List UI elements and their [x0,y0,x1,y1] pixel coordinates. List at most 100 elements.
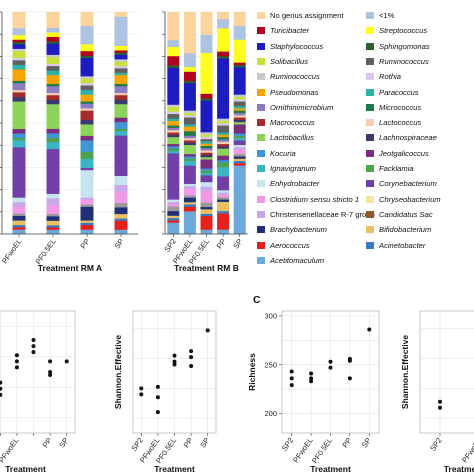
data-point [289,369,294,374]
data-point [139,392,144,397]
bar-segment [12,213,26,216]
bar-segment [80,204,94,207]
bar-segment [200,98,213,101]
bar-segment [114,207,128,215]
bar-segment [200,190,213,203]
legend-entry: Paracoccus [366,88,419,97]
x-tick-label: PP [215,237,228,250]
bar-segment [46,225,60,228]
bar-segment [200,100,213,133]
bar-segment [183,112,196,116]
bar-segment [183,82,196,111]
bar-segment [183,137,196,141]
bar-segment [114,202,128,208]
bar-segment [12,48,26,52]
bar-segment [233,12,246,27]
legend-swatch [366,134,374,142]
data-point [438,405,442,410]
bar-segment [46,74,60,85]
legend-entry: Candidatus Sac [366,210,433,219]
bar-segment [200,206,213,210]
bar-segment [114,229,128,235]
bar-segment [217,58,230,119]
legend-entry: Solibacillus [257,57,308,66]
bar-segment [46,193,60,199]
legend-label: Acetitomaculum [270,255,325,265]
bar-segment [46,213,60,217]
data-point [347,376,352,381]
legend-swatch [257,226,265,234]
bar-segment [217,51,230,57]
bar-segment [12,89,26,93]
bar-segment [12,197,26,203]
bar-segment [167,111,180,115]
y-tick-label: 250 [264,360,277,369]
data-point [14,365,19,370]
bar-segment [233,39,246,63]
legend-swatch [257,195,265,203]
bar-segment [80,94,94,102]
bar-segment [200,52,213,94]
bar-segment [233,96,246,100]
legend-swatch [366,27,374,35]
bar-segment [80,78,94,84]
bar-segment [200,134,213,137]
bar-segment [12,41,26,45]
legend-swatch [257,42,265,50]
bar-segment [12,44,26,49]
legend-entry: Ruminococcus [366,57,429,66]
bar-segment [46,54,60,58]
legend-entry: Kocuria [257,149,296,158]
y-axis-title: Shannon.Effective [400,335,410,409]
bar-segment [233,156,246,159]
bar-segment [114,220,128,230]
bar-segment [12,128,26,134]
bar-segment [114,218,128,221]
legend-label: Brachybacterium [270,225,327,235]
legend-label: No genus assignment [270,11,344,20]
bar-segment [183,53,196,68]
bar-segment [80,44,94,52]
legend-label: Bifidobacterium [379,225,432,235]
x-axis-title: Treatment [444,464,474,474]
bar-segment [167,199,180,202]
bar-segment [200,175,213,183]
x-axis-title: Treatment [5,464,46,474]
bar-segment [80,140,94,152]
bar-segment [46,227,60,230]
bar-segment [217,143,230,147]
bar-segment [217,166,230,177]
legend-swatch [257,210,265,218]
bar-segment [167,203,180,207]
bar-segment [114,135,128,176]
bar-segment [46,41,60,44]
bar-segment [167,201,180,205]
bar-segment [12,147,26,198]
bar-segment [167,220,180,223]
x-tick-label: SP [360,436,373,449]
data-point [31,337,36,342]
bar-segment [217,210,230,214]
bar-segment [167,132,180,135]
bar-segment [200,143,213,146]
data-point [309,371,314,376]
bar-segment [217,134,230,138]
bar-segment [80,108,94,111]
legend-swatch [257,165,265,172]
legend-label: Lachnospiraceae [379,133,437,143]
bar-segment [46,65,60,71]
bar-segment [46,148,60,194]
legend-label: Ignavigranum [270,164,317,173]
data-point [172,362,177,367]
legend-label: Candidatus Sac [379,209,433,219]
bar-segment [12,101,26,130]
legend-swatch [366,119,374,127]
bar-segment [183,165,196,184]
bar-segment [200,186,213,192]
bar-segment [233,66,246,95]
bar-segment [183,131,196,136]
legend-swatch [366,165,374,172]
data-point [438,399,442,404]
legend-label: Sphingomonas [379,41,430,51]
bar-segment [80,55,94,59]
